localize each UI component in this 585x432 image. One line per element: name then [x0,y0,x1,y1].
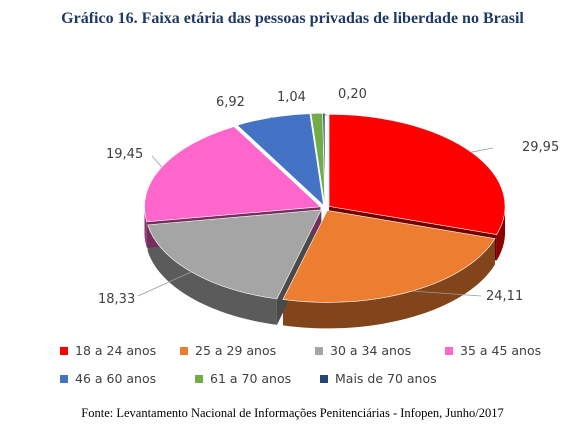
slice-side-3 [144,206,147,248]
slice-6 [322,112,326,206]
data-label-6: 0,20 [338,87,367,102]
chart-title: Gráfico 16. Faixa etária das pessoas pri… [61,10,524,27]
legend-item-18-24: 18 a 24 anos [60,343,180,358]
legend-swatch [60,346,68,355]
pie-tops [144,112,506,303]
pie-labels: 29,95 24,11 18,33 19,45 6,92 1,04 0,20 [98,87,559,307]
data-label-2: 18,33 [98,292,135,307]
data-label-4: 6,92 [216,95,245,110]
legend-swatch [180,346,188,355]
legend-row-2: 46 a 60 anos 61 a 70 anos Mais de 70 ano… [60,371,437,386]
legend-row-1: 18 a 24 anos 25 a 29 anos 30 a 34 anos 3… [60,343,541,358]
legend-swatch [315,346,323,355]
slice-side-1 [283,238,495,329]
slice-0 [328,114,506,235]
legend-swatch [445,346,453,355]
legend-label: 35 a 45 anos [460,343,542,358]
pie-chart: 29,95 24,11 18,33 19,45 6,92 1,04 0,20 [98,87,559,329]
legend-label: 61 a 70 anos [210,371,292,386]
legend-item-25-29: 25 a 29 anos [180,343,315,358]
slice-3 [144,126,322,223]
slice-side-0 [496,206,506,261]
leader-line-3 [151,155,163,168]
slice-4 [236,113,324,207]
data-label-5: 1,04 [277,90,306,105]
legend-item-46-60: 46 a 60 anos [60,371,195,386]
legend-item-35-45: 35 a 45 anos [445,343,541,358]
leader-line-2 [137,271,192,297]
legend-label: 18 a 24 anos [75,343,157,358]
legend-swatch [320,374,328,383]
data-label-0: 29,95 [522,140,559,155]
legend-swatch [195,374,203,383]
source-note: Fonte: Levantamento Nacional de Informaç… [81,406,504,420]
legend-label: 30 a 34 anos [330,343,412,358]
data-label-3: 19,45 [106,147,143,162]
legend-swatch [60,374,68,383]
data-label-1: 24,11 [486,289,523,304]
legend-label: 46 a 60 anos [75,371,157,386]
legend-item-30-34: 30 a 34 anos [315,343,445,358]
legend-label: Mais de 70 anos [335,371,437,386]
legend-item-61-70: 61 a 70 anos [195,371,320,386]
leader-line-5 [314,113,318,117]
legend-item-70-plus: Mais de 70 anos [320,371,437,386]
slice-side-2 [147,224,277,325]
slice-2 [147,209,322,300]
legend-label: 25 a 29 anos [195,343,277,358]
leader-line-4 [269,117,273,119]
leader-line-1 [412,290,482,297]
leader-line-6 [323,112,328,117]
leader-line-0 [471,147,494,153]
